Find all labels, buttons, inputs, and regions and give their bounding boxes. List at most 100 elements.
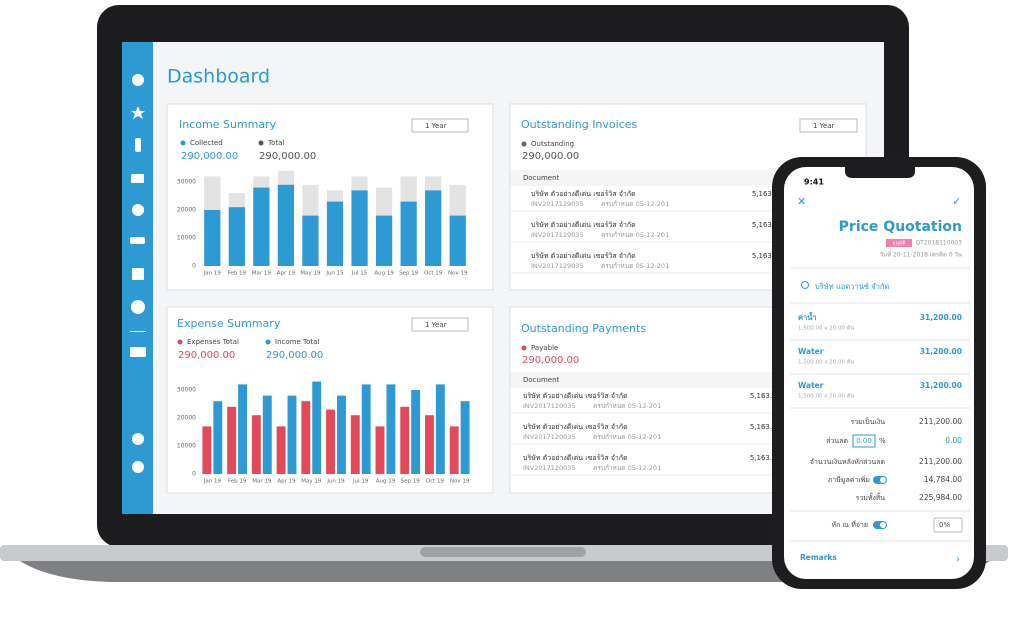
legend-label: Collected	[190, 139, 223, 147]
toggle-knob	[880, 522, 886, 528]
icon[interactable]	[135, 138, 141, 152]
x-tick-label: Apr 19	[277, 479, 296, 485]
bar	[375, 426, 385, 474]
x-tick-label: Jan 19	[203, 479, 222, 485]
x-tick-label: Oct 19	[426, 479, 445, 485]
icon[interactable]	[132, 433, 144, 445]
legend-label: Total	[267, 139, 284, 147]
bar	[411, 390, 421, 474]
period-select[interactable]	[799, 118, 858, 133]
panel-title: Outstanding Payments	[521, 322, 646, 335]
period-select[interactable]	[411, 317, 469, 332]
series-total: 290,000.00	[178, 350, 235, 361]
bar	[301, 401, 311, 474]
summary-value: 0.00	[945, 436, 962, 445]
icon[interactable]	[131, 174, 144, 183]
bar	[202, 426, 212, 474]
period-label: 1 Year	[813, 122, 835, 130]
y-tick-label: 30000	[177, 387, 196, 394]
series-total: 290,000.00	[181, 151, 238, 162]
withholding-label: หัก ณ ที่จ่าย	[831, 520, 868, 529]
legend-label: Payable	[531, 344, 558, 352]
bar	[350, 415, 360, 474]
discount-input-value: 0.00	[856, 437, 872, 445]
item-name: Water	[798, 381, 824, 390]
y-tick-label: 20000	[177, 207, 196, 214]
bar	[326, 409, 335, 474]
phone-title: Price Quotation	[839, 219, 962, 235]
y-tick-label: 20000	[177, 415, 196, 422]
summary-value: 211,200.00	[919, 417, 962, 426]
summary-value: 211,200.00	[919, 457, 962, 466]
x-tick-label: Sep 19	[401, 479, 421, 485]
series-total: 290,000.00	[259, 151, 316, 162]
bar	[213, 401, 223, 474]
bar	[312, 381, 322, 474]
discount-input[interactable]	[852, 434, 876, 448]
bar	[375, 215, 393, 266]
company: บริษัท ตัวอย่างดีเด่น เซอร์วิส จำกัด	[523, 423, 628, 431]
withholding-select[interactable]	[933, 517, 963, 533]
x-tick-label: Nov 19	[450, 479, 470, 485]
bar	[425, 415, 434, 474]
due-date: ครบกำหนด 05-12-201	[593, 402, 661, 410]
x-tick-label: Aug 19	[374, 271, 394, 277]
company: บริษัท ตัวอย่างดีเด่น เซอร์วิส จำกัด	[523, 392, 628, 400]
company: บริษัท ตัวอย่างดีเด่น เซอร์วิส จำกัด	[531, 221, 636, 229]
icon	[130, 331, 146, 332]
toggle-knob	[880, 477, 886, 483]
confirm-button[interactable]: ✓	[952, 195, 961, 208]
summary-label: ภาษีมูลค่าเพิ่ม	[828, 475, 870, 484]
doc-number: INV2017129035	[531, 200, 584, 208]
close-button[interactable]: ✕	[797, 195, 806, 208]
customer-icon	[801, 281, 809, 289]
icon[interactable]	[131, 300, 145, 314]
icon[interactable]	[132, 461, 144, 473]
chevron: ›	[956, 554, 960, 565]
phone-notch	[845, 167, 915, 178]
bar	[386, 384, 396, 474]
company: บริษัท ตัวอย่างดีเด่น เซอร์วิส จำกัด	[523, 454, 628, 462]
summary-label: รวมทั้งสิ้น	[856, 491, 886, 502]
customer[interactable]: บริษัท แอดวานซ์ จำกัด	[815, 282, 889, 291]
amount: 5,163.55	[752, 221, 783, 229]
legend-label: Outstanding	[531, 140, 574, 148]
legend-label: Expenses Total	[187, 338, 239, 346]
summary-label: จำนวนเงินหลังหักส่วนลด	[810, 458, 885, 466]
legend-label: Income Total	[275, 338, 319, 346]
item-name: Water	[798, 347, 824, 356]
bar	[351, 190, 368, 266]
icon[interactable]	[130, 237, 145, 244]
bar	[277, 184, 295, 266]
period-select[interactable]	[411, 118, 469, 133]
status-label: อนุมัติ	[893, 240, 906, 247]
company: บริษัท ตัวอย่างดีเด่น เซอร์วิส จำกัด	[531, 252, 636, 260]
doc-number: INV2017120035	[523, 402, 576, 410]
x-tick-label: Jun 19	[326, 479, 345, 485]
icon[interactable]	[132, 74, 144, 86]
remarks-link[interactable]: Remarks	[800, 553, 837, 562]
laptop-base-bottom	[20, 561, 990, 582]
icon[interactable]	[132, 268, 144, 280]
x-tick-label: May 19	[300, 271, 321, 277]
legend-dot	[521, 141, 527, 147]
sidebar-icons	[130, 74, 146, 473]
column-header: Document	[523, 376, 560, 384]
icon[interactable]	[130, 347, 146, 357]
due-date: ครบกำหนด 05-12-201	[601, 231, 669, 239]
panel-title: Expense Summary	[177, 317, 281, 330]
legend-dot	[177, 339, 183, 345]
bar	[227, 406, 237, 474]
x-tick-label: Feb 19	[228, 479, 247, 485]
item-list: ค่าน้ำ 1,500.00 x 20.00 ตัน 31,200.00 Water…	[790, 311, 970, 409]
bar	[228, 207, 245, 266]
icon[interactable]	[132, 204, 144, 216]
total: 290,000.00	[522, 355, 579, 366]
bar	[460, 401, 470, 474]
icon[interactable]	[131, 106, 145, 119]
due-date: ครบกำหนด 05-12-201	[593, 433, 661, 441]
doc-number: INV2017120035	[523, 433, 576, 441]
x-tick-label: Feb 19	[228, 271, 247, 277]
item-detail: 1,500.00 x 20.00 ตัน	[798, 393, 854, 400]
x-tick-label: Jan 19	[203, 271, 222, 277]
